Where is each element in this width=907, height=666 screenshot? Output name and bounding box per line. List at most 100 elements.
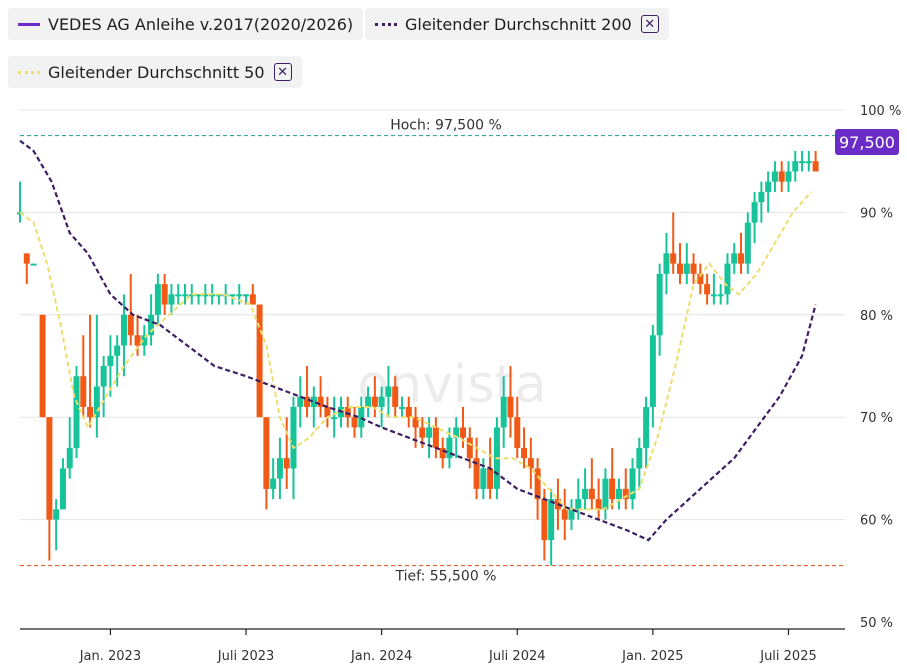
candle [751, 191, 758, 244]
candle [771, 161, 778, 192]
candle-body [236, 294, 243, 297]
candle [799, 150, 806, 172]
reference-label: Hoch: 97,500 % [390, 118, 502, 134]
candle [575, 478, 582, 520]
candle-body [398, 406, 405, 409]
candle-body [168, 294, 175, 305]
watermark-text: onvista [357, 355, 546, 415]
candle [30, 263, 37, 266]
candle [466, 427, 473, 469]
candle-body [209, 294, 216, 297]
candle-body [534, 468, 541, 500]
candle-body [188, 294, 195, 297]
candle [548, 488, 555, 566]
candle-body [805, 161, 812, 164]
candle [812, 150, 819, 172]
candle-body [683, 263, 690, 274]
candle [615, 478, 622, 510]
candle [582, 468, 589, 510]
candle-body [588, 488, 595, 500]
candle [371, 376, 378, 418]
candle-body [663, 253, 670, 274]
candle-body [453, 427, 460, 438]
candle [229, 294, 236, 305]
candle [405, 396, 412, 428]
candle [283, 417, 290, 489]
candle-body [270, 478, 277, 489]
candle [215, 294, 222, 305]
candle-body [785, 171, 792, 182]
close-icon[interactable]: ✕ [273, 63, 292, 81]
legend-item-ma50: Gleitender Durchschnitt 50 ✕ [8, 56, 302, 88]
candle [602, 468, 609, 520]
y-tick-label: 100 % [860, 104, 901, 119]
reference-lines: Hoch: 97,500 % Tief: 55,500 % [20, 118, 845, 585]
candle [697, 263, 704, 295]
candle-body [514, 417, 521, 448]
candle-body [385, 386, 392, 397]
legend-swatch-ma200 [375, 22, 397, 26]
candle-body [568, 509, 575, 520]
candle-body [46, 417, 53, 520]
candle [690, 253, 697, 285]
y-tick-label: 70 % [860, 411, 893, 426]
legend-item-ma200: Gleitender Durchschnitt 200 ✕ [365, 8, 669, 40]
x-tick-label: Jan. 2025 [621, 649, 683, 664]
candle-body [622, 488, 629, 500]
candle-body [615, 488, 622, 500]
candle-body [317, 396, 324, 407]
x-tick-label: Juli 2023 [217, 649, 275, 664]
candle [717, 284, 724, 305]
candle-body [799, 161, 806, 164]
candle-body [215, 294, 222, 297]
candle-body [677, 263, 683, 274]
candle-body [521, 447, 528, 459]
legend-label-ma50: Gleitender Durchschnitt 50 [48, 62, 265, 82]
candle-body [697, 273, 704, 285]
candle [758, 181, 765, 223]
close-icon[interactable]: ✕ [640, 15, 659, 33]
grid-lines [20, 109, 845, 521]
candle-body [446, 437, 453, 459]
candle-body [426, 427, 433, 438]
candle [568, 499, 575, 530]
legend-swatch-ma50 [18, 70, 40, 74]
legend-label-price: VEDES AG Anleihe v.2017(2020/2026) [48, 14, 354, 34]
candle [188, 284, 195, 305]
candle-body [629, 468, 636, 500]
candle-body [778, 171, 785, 182]
candle-body [595, 499, 602, 510]
candle [276, 437, 283, 500]
candle-body [548, 499, 555, 541]
candle-body [371, 396, 378, 407]
y-tick-label: 50 % [860, 616, 893, 631]
candle [738, 232, 745, 274]
candle [270, 458, 277, 500]
candle [704, 273, 711, 305]
candle-body [114, 345, 121, 356]
candle [439, 437, 446, 469]
candle-body [100, 366, 107, 387]
candle-body [690, 263, 697, 274]
legend-swatch-price [18, 22, 40, 26]
candle [141, 325, 148, 356]
candle-body [487, 468, 494, 489]
candle [398, 396, 405, 418]
candle-body [154, 284, 161, 315]
candle-body [148, 314, 155, 336]
candle-body [161, 284, 168, 305]
candle [39, 314, 46, 418]
legend-label-ma200: Gleitender Durchschnitt 200 [405, 14, 632, 34]
candle-body [304, 396, 311, 407]
candle [595, 478, 602, 520]
candle [154, 273, 161, 326]
x-axis: Jan. 2023 Juli 2023 Jan. 2024 Juli 2024 Jan.… [20, 628, 845, 664]
candle [324, 396, 331, 428]
current-price-badge: 97,500 [835, 129, 899, 155]
candle [107, 335, 114, 397]
candle-body [59, 468, 66, 510]
candle-body [365, 396, 372, 407]
candle [765, 171, 772, 213]
candle-body [202, 294, 209, 297]
